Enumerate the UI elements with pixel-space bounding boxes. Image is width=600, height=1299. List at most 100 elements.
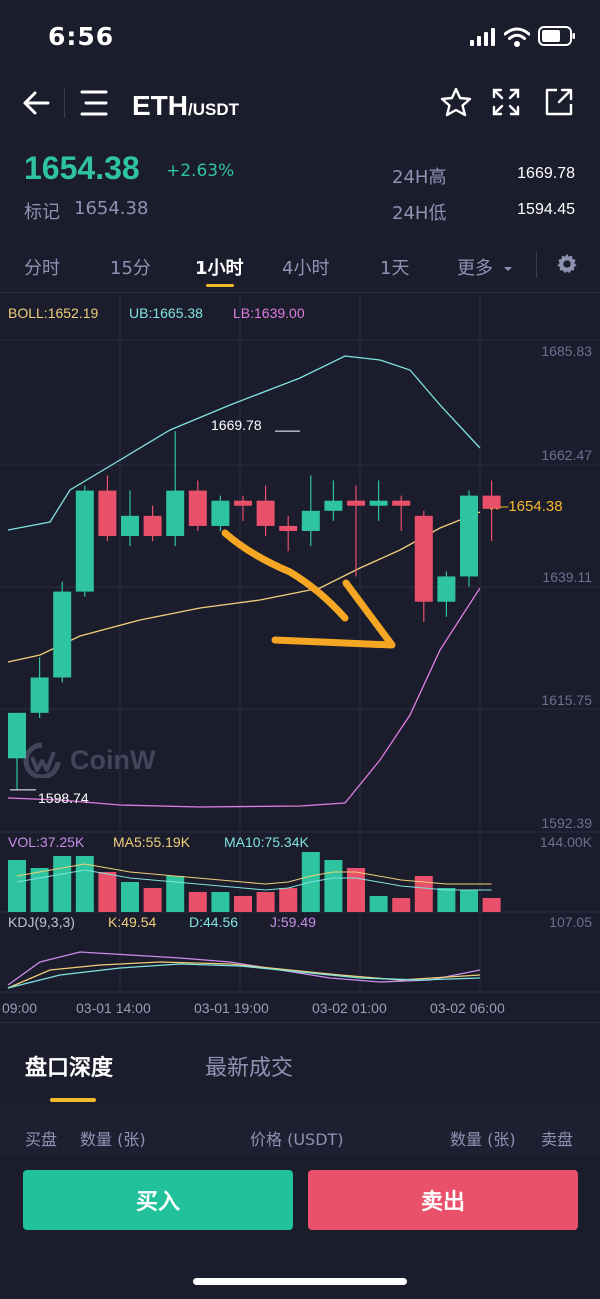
tab-4hour[interactable]: 4小时 (282, 258, 330, 279)
trading-pair[interactable]: ETH/USDT (132, 90, 239, 122)
candle-body (392, 500, 411, 506)
pair-quote: /USDT (188, 100, 239, 119)
pair-base: ETH (132, 90, 188, 121)
boll-label: BOLL:1652.19 (8, 305, 99, 321)
mark-price-value: 1654.38 (74, 198, 149, 219)
coinw-logo-icon (23, 742, 61, 778)
lb-label: LB:1639.00 (233, 305, 305, 321)
candle-body (437, 576, 456, 602)
price-tick: 1592.39 (541, 815, 592, 831)
candle-body (279, 525, 298, 531)
candle-body (188, 490, 207, 526)
x-tick: 03-01 14:00 (76, 1000, 151, 1016)
vol-max-tick: 144.00K (539, 834, 592, 850)
kdj-j-line (7, 951, 481, 986)
home-indicator (193, 1278, 407, 1285)
buy-button[interactable]: 买入 (23, 1170, 293, 1230)
candle-body (143, 515, 162, 537)
wifi-icon (504, 27, 530, 47)
candle-body (256, 500, 275, 526)
watermark-text: CoinW (70, 744, 156, 775)
share-icon[interactable] (544, 87, 574, 117)
current-price-tag: –1654.38 (500, 498, 563, 515)
col-bid: 买盘 (25, 1130, 58, 1149)
candle-body (53, 591, 72, 678)
settings-gear-icon[interactable] (556, 253, 578, 275)
tab-more-label: 更多 (457, 258, 493, 279)
candle-body (347, 500, 365, 506)
col-ask-qty: 数量 (张) (450, 1130, 516, 1149)
price-tick: 1685.83 (541, 343, 592, 359)
x-tick: 03-02 06:00 (430, 1000, 505, 1016)
low-marker-label: 1598.74 (38, 790, 89, 806)
volume-bar (256, 892, 275, 912)
tab-timeline[interactable]: 分时 (24, 258, 60, 279)
header-divider (64, 88, 65, 118)
tab-1day[interactable]: 1天 (380, 258, 410, 279)
volume-bar (347, 868, 365, 912)
change-percent: +2.63% (166, 161, 235, 181)
col-price: 价格 (USDT) (250, 1130, 344, 1149)
kdj-label: KDJ(9,3,3) (8, 914, 75, 930)
volume-bar (75, 856, 94, 912)
watermark: CoinW (22, 742, 155, 778)
volume-bar (53, 856, 72, 912)
x-tick: 03-02 01:00 (312, 1000, 387, 1016)
price-tick: 1615.75 (541, 692, 592, 708)
candle-body (166, 490, 185, 537)
sell-button[interactable]: 卖出 (308, 1170, 578, 1230)
volume-bar (121, 882, 139, 912)
current-price-value: 1654.38 (508, 498, 563, 515)
tabs-divider (536, 252, 537, 278)
volume-bar (234, 896, 252, 912)
24h-low-value: 1594.45 (517, 201, 575, 218)
volume-bar (8, 860, 26, 912)
battery-icon (538, 26, 575, 46)
candle-body (324, 500, 343, 511)
orderbook-header-bg (0, 1105, 600, 1155)
back-arrow-icon[interactable] (22, 90, 50, 116)
candle-body (414, 515, 433, 602)
high-marker-label: 1669.78 (211, 417, 262, 433)
candle-body (8, 712, 26, 759)
volume-bar (414, 876, 433, 912)
volume-bar (279, 888, 298, 912)
fullscreen-icon[interactable] (492, 88, 520, 116)
tab-order-depth[interactable]: 盘口深度 (25, 1056, 114, 1081)
volume-bar (369, 896, 388, 912)
tab-active-indicator (206, 284, 234, 287)
volume-bar (166, 876, 185, 912)
24h-high-value: 1669.78 (517, 165, 575, 182)
kdj-d-line (7, 963, 481, 989)
ub-label: UB:1665.38 (129, 305, 203, 321)
candlestick-chart[interactable] (0, 290, 600, 1020)
ma5-label: MA5:55.19K (113, 834, 191, 850)
x-tick: 09:00 (2, 1000, 38, 1016)
star-icon[interactable] (440, 87, 472, 117)
volume-bar (30, 868, 49, 912)
candle-body (234, 500, 252, 506)
volume-bar (98, 872, 117, 912)
tab-1hour[interactable]: 1小时 (195, 258, 244, 279)
volume-bar (460, 890, 478, 912)
annotation-arrow-shaft (221, 529, 349, 622)
kdj-max-tick: 107.05 (549, 914, 592, 930)
tab-latest-trades[interactable]: 最新成交 (205, 1056, 294, 1081)
volume-bar (482, 898, 501, 912)
candle-body (121, 515, 139, 537)
status-time: 6:56 (48, 22, 115, 51)
menu-icon[interactable] (80, 90, 108, 116)
price-tick: 1639.11 (542, 569, 592, 585)
col-ask: 卖盘 (541, 1130, 574, 1149)
candle-body (460, 495, 478, 577)
col-bid-qty: 数量 (张) (80, 1130, 146, 1149)
tab-15min[interactable]: 15分 (110, 258, 151, 279)
candle-body (75, 490, 94, 592)
bottom-panel (0, 1022, 600, 1299)
candle-body (301, 510, 320, 531)
bottom-tab-active-indicator (50, 1098, 96, 1102)
tab-more[interactable]: 更多 (457, 254, 513, 280)
boll-upper-band (7, 355, 481, 531)
kdj-d-label: D:44.56 (189, 914, 239, 930)
boll-lower-band (7, 587, 481, 808)
